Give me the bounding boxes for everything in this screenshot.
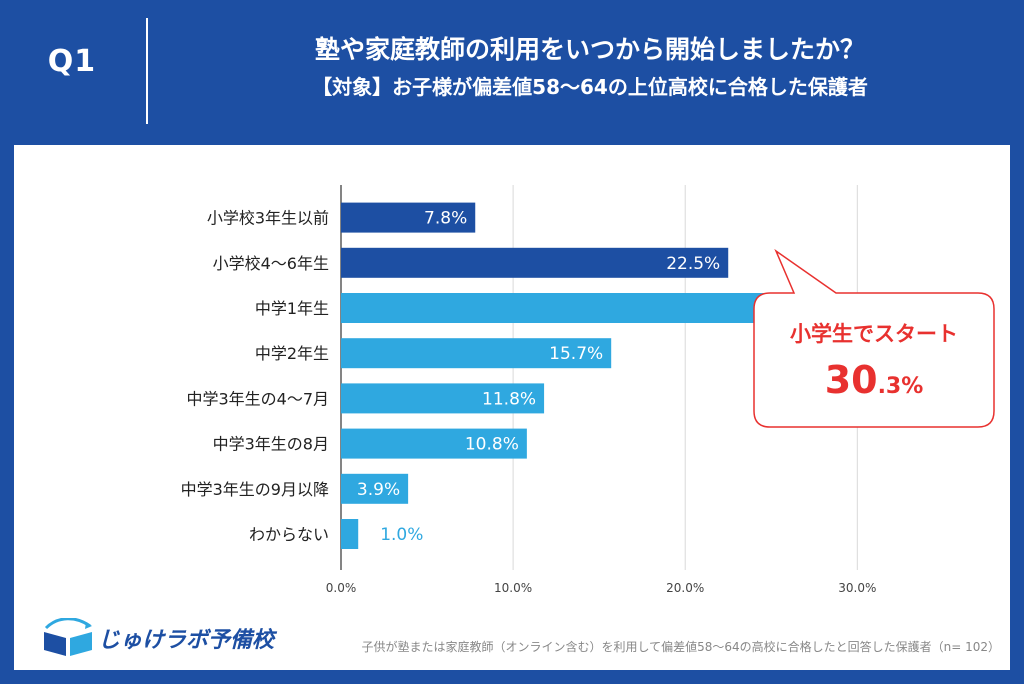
category-label: 中学3年生の4～7月 [186,389,329,408]
data-label: 22.5% [666,254,720,274]
data-label: 1.0% [380,525,423,545]
data-label: 15.7% [549,344,603,364]
callout-text: 小学生でスタート [790,322,958,346]
category-label: 小学校4～6年生 [213,254,329,273]
callout-value-big: 30 [825,358,878,402]
page-title: 塾や家庭教師の利用をいつから開始しましたか？ [314,35,865,64]
bar [341,428,527,459]
category-label: 小学校3年生以前 [207,209,329,228]
bar [341,202,476,233]
footnote: 子供が塾または家庭教師（オンライン含む）を利用して偏差値58～64の高校に合格し… [361,640,1000,654]
bar [341,473,409,504]
x-tick-label: 30.0% [838,581,876,595]
page-subtitle: 【対象】お子様が偏差値58～64の上位高校に合格した保護者 [312,75,868,99]
bar [341,247,729,278]
category-label: 中学3年生の8月 [213,435,329,454]
x-tick-label: 0.0% [326,581,357,595]
category-label: 中学3年生の9月以降 [181,480,329,499]
data-label: 3.9% [357,480,400,500]
callout-bubble [753,248,995,428]
bar-chart: 0.0% 10.0% 20.0% 30.0% 小学校3年生以前 7.8% 小学校4～6年生 2… [181,185,995,595]
brand-logo: じゅけラボ予備校 [40,618,300,658]
category-label: 中学1年生 [255,299,329,318]
category-label: 中学2年生 [255,344,329,363]
category-label: わからない [249,525,329,544]
open-book-icon [44,618,92,656]
bar [341,383,545,414]
bar [341,338,612,369]
x-tick-label: 20.0% [666,581,704,595]
bar [341,293,798,323]
chart-panel: 0.0% 10.0% 20.0% 30.0% 小学校3年生以前 7.8% 小学校4～6年生 2… [14,145,1010,670]
data-label: 11.8% [482,389,536,409]
data-label: 10.8% [465,435,519,455]
callout-value: 30.3% [825,358,924,402]
bar [341,519,359,549]
x-tick-label: 10.0% [494,581,532,595]
header: Q1 塾や家庭教師の利用をいつから開始しましたか？ 【対象】お子様が偏差値58～… [0,0,1024,145]
callout-value-small: .3% [878,374,924,399]
question-number: Q1 [47,44,97,79]
header-divider [146,18,148,124]
logo-text: じゅけラボ予備校 [98,628,275,653]
data-label: 7.8% [424,209,467,229]
